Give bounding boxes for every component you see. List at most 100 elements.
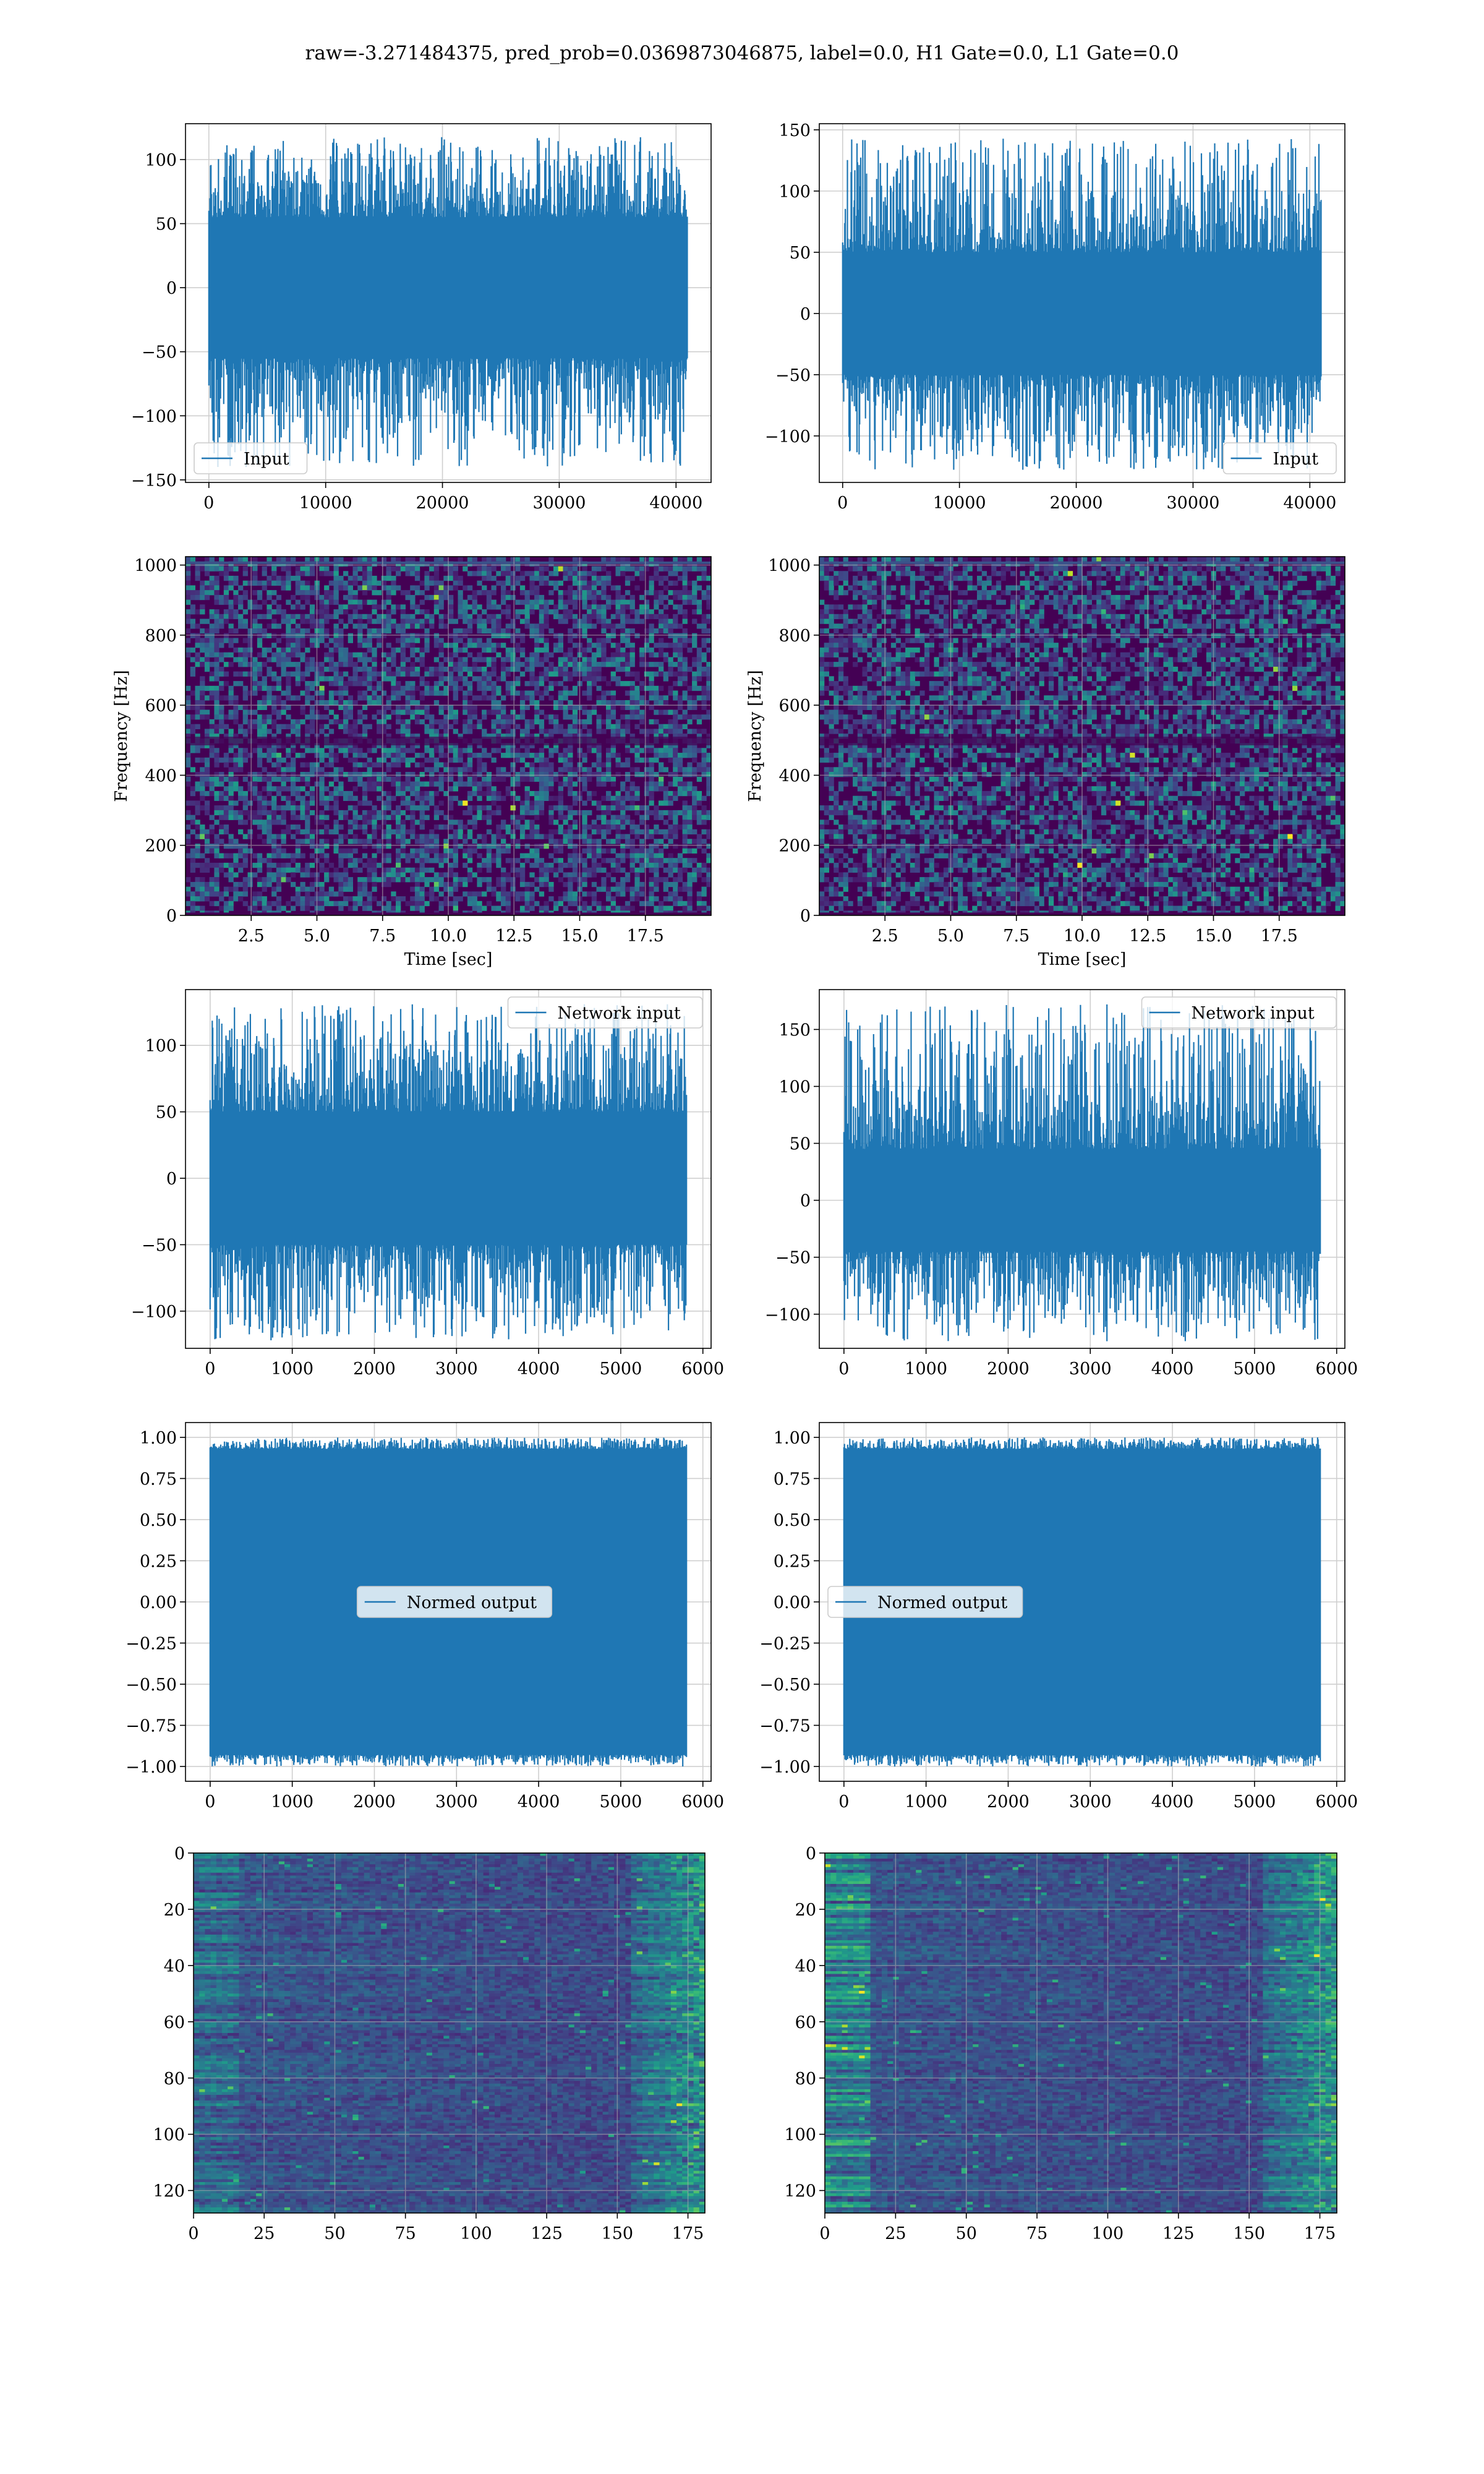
heatmap-cell bbox=[654, 829, 659, 835]
heatmap-cell bbox=[328, 709, 335, 715]
heatmap-cell bbox=[677, 729, 683, 734]
heatmap-cell bbox=[305, 566, 310, 571]
heatmap-cell bbox=[529, 695, 535, 701]
heatmap-cell bbox=[276, 652, 282, 657]
heatmap-cell bbox=[486, 709, 492, 715]
heatmap-cell bbox=[405, 657, 411, 662]
heatmap-cell bbox=[682, 815, 688, 820]
heatmap-cell bbox=[515, 753, 521, 758]
heatmap-cell bbox=[519, 872, 526, 878]
heatmap-cell bbox=[391, 743, 396, 748]
heatmap-cell bbox=[281, 647, 286, 653]
heatmap-cell bbox=[496, 844, 501, 849]
heatmap-cell bbox=[204, 643, 210, 648]
heatmap-cell bbox=[228, 834, 234, 839]
heatmap-cell bbox=[472, 786, 477, 792]
heatmap-cell bbox=[639, 848, 645, 854]
heatmap-cell bbox=[381, 724, 387, 729]
heatmap-cell bbox=[463, 566, 468, 571]
heatmap-cell bbox=[548, 734, 554, 739]
heatmap-cell bbox=[467, 594, 473, 601]
heatmap-cell bbox=[467, 781, 473, 787]
heatmap-cell bbox=[544, 834, 549, 839]
heatmap-cell bbox=[343, 877, 349, 883]
heatmap-cell bbox=[692, 767, 697, 773]
heatmap-cell bbox=[319, 633, 325, 638]
heatmap-cell bbox=[601, 877, 607, 883]
heatmap-cell bbox=[634, 566, 640, 571]
heatmap-cell bbox=[544, 872, 549, 878]
heatmap-cell bbox=[386, 829, 391, 835]
heatmap-cell bbox=[625, 662, 631, 667]
heatmap-cell bbox=[381, 575, 387, 581]
heatmap-cell bbox=[553, 704, 559, 710]
heatmap-cell bbox=[448, 585, 454, 591]
heatmap-cell bbox=[534, 662, 540, 667]
heatmap-cell bbox=[606, 905, 612, 911]
heatmap-cell bbox=[396, 815, 401, 820]
heatmap-cell bbox=[238, 748, 244, 753]
heatmap-cell bbox=[625, 877, 631, 883]
heatmap-cell bbox=[534, 647, 540, 653]
heatmap-cell bbox=[438, 901, 444, 907]
heatmap-cell bbox=[214, 704, 220, 710]
heatmap-cell bbox=[377, 685, 382, 691]
heatmap-cell bbox=[247, 604, 253, 610]
heatmap-cell bbox=[501, 896, 506, 902]
heatmap-cell bbox=[682, 790, 688, 797]
heatmap-cell bbox=[391, 748, 396, 753]
heatmap-cell bbox=[214, 580, 220, 586]
heatmap-cell bbox=[519, 815, 526, 820]
heatmap-cell bbox=[195, 685, 200, 691]
heatmap-cell bbox=[568, 776, 573, 782]
heatmap-cell bbox=[663, 748, 668, 753]
heatmap-cell bbox=[587, 657, 592, 662]
heatmap-cell bbox=[639, 844, 645, 849]
heatmap-cell bbox=[654, 905, 659, 911]
heatmap-cell bbox=[367, 571, 372, 576]
heatmap-cell bbox=[247, 810, 253, 816]
heatmap-cell bbox=[386, 901, 391, 907]
heatmap-cell bbox=[582, 772, 587, 777]
heatmap-cell bbox=[200, 781, 205, 787]
heatmap-cell bbox=[572, 714, 578, 720]
chart-r2-left: 2.5 5.0 7.5 10.0 12.5 15.0 17.5020040060080010… bbox=[112, 556, 712, 969]
heatmap-cell bbox=[496, 767, 501, 773]
heatmap-cell bbox=[286, 724, 291, 729]
heatmap-cell bbox=[219, 685, 224, 691]
heatmap-cell bbox=[629, 800, 635, 806]
heatmap-cell bbox=[524, 690, 530, 696]
heatmap-cell bbox=[377, 772, 382, 777]
heatmap-cell bbox=[568, 599, 573, 605]
heatmap-cell bbox=[391, 557, 396, 562]
heatmap-cell bbox=[271, 800, 277, 806]
heatmap-cell bbox=[453, 820, 458, 825]
heatmap-cell bbox=[448, 772, 454, 777]
heatmap-cell bbox=[677, 901, 683, 907]
heatmap-cell bbox=[204, 805, 210, 811]
heatmap-cell bbox=[663, 628, 668, 634]
heatmap-cell bbox=[228, 786, 234, 792]
heatmap-cell bbox=[553, 566, 559, 571]
heatmap-cell bbox=[610, 633, 616, 638]
heatmap-cell bbox=[443, 566, 449, 571]
heatmap-cell bbox=[242, 881, 248, 888]
heatmap-cell bbox=[267, 743, 272, 748]
heatmap-cell bbox=[429, 776, 435, 782]
heatmap-cell bbox=[587, 590, 592, 596]
heatmap-cell bbox=[663, 594, 668, 601]
heatmap-cell bbox=[601, 628, 607, 634]
heatmap-cell bbox=[606, 623, 612, 629]
heatmap-cell bbox=[458, 633, 463, 638]
heatmap-cell bbox=[582, 776, 587, 782]
heatmap-cell bbox=[295, 662, 301, 667]
heatmap-cell bbox=[262, 681, 267, 687]
heatmap-cell bbox=[372, 685, 377, 691]
heatmap-cell bbox=[519, 590, 526, 596]
heatmap-cell bbox=[629, 671, 635, 677]
y-tick-label: −100 bbox=[765, 427, 811, 447]
heatmap-cell bbox=[568, 662, 573, 667]
heatmap-cell bbox=[309, 609, 315, 615]
heatmap-cell bbox=[286, 652, 291, 657]
heatmap-cell bbox=[300, 628, 305, 634]
